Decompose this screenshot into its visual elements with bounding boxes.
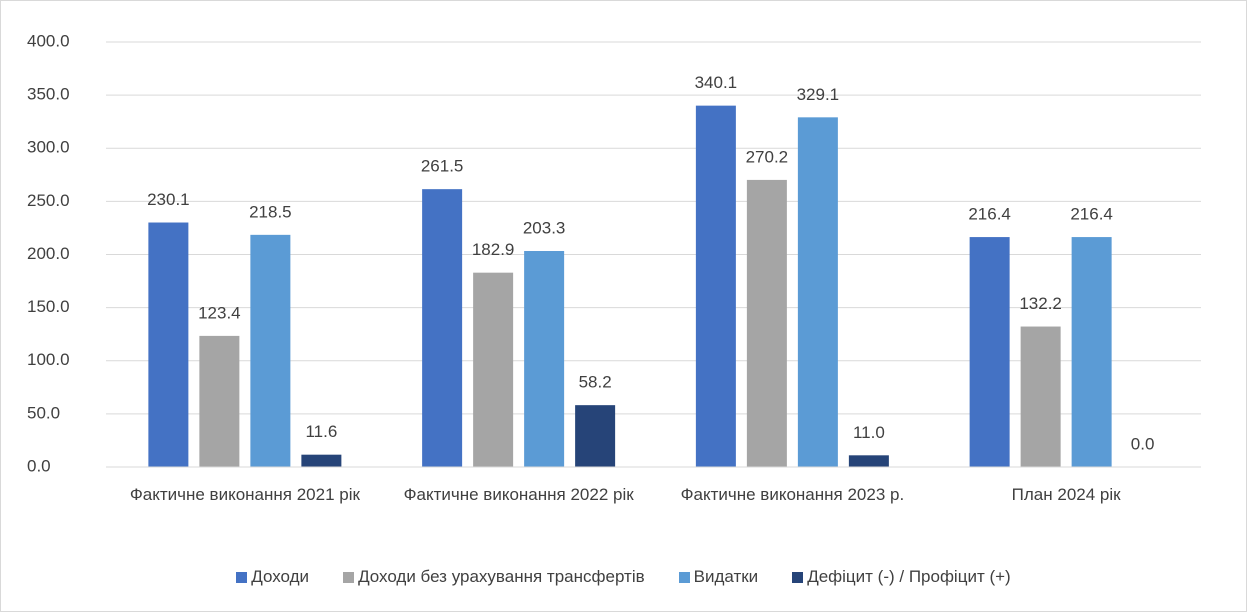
bar <box>797 117 838 468</box>
data-label: 11.0 <box>853 423 885 442</box>
data-label: 0.0 <box>1131 434 1155 453</box>
data-label: 182.9 <box>472 240 515 259</box>
bar <box>148 222 189 467</box>
legend-swatch <box>678 571 690 583</box>
x-tick-label: Фактичне виконання 2022 рік <box>403 485 634 504</box>
data-label: 58.2 <box>579 373 612 392</box>
legend-label: Доходи без урахування трансфертів <box>358 567 645 586</box>
legend-swatch <box>792 571 804 583</box>
bar <box>199 335 240 467</box>
bar <box>575 405 616 467</box>
bar <box>969 237 1010 467</box>
y-tick-label: 400.0 <box>27 31 70 50</box>
y-tick-label: 100.0 <box>27 350 70 369</box>
legend-swatch <box>236 571 248 583</box>
bar <box>1071 237 1112 467</box>
bar <box>695 105 736 468</box>
data-label: 340.1 <box>695 73 738 92</box>
y-tick-label: 50.0 <box>27 403 60 422</box>
data-label: 218.5 <box>249 202 292 221</box>
legend-item: Дефіцит (-) / Профіцит (+) <box>792 567 1011 587</box>
y-tick-label: 250.0 <box>27 191 70 210</box>
bar <box>524 250 565 467</box>
bar <box>250 234 291 467</box>
legend-item: Доходи без урахування трансфертів <box>343 567 645 587</box>
legend-label: Доходи <box>251 567 310 586</box>
data-label: 11.6 <box>305 422 337 441</box>
data-label: 261.5 <box>421 157 464 176</box>
bar <box>1020 326 1061 467</box>
data-label: 123.4 <box>198 303 241 322</box>
data-label: 132.2 <box>1019 294 1062 313</box>
bar <box>422 189 463 467</box>
y-tick-label: 0.0 <box>27 456 51 475</box>
legend-swatch <box>343 571 355 583</box>
data-label: 216.4 <box>968 205 1011 224</box>
data-label: 216.4 <box>1070 205 1113 224</box>
legend-item: Видатки <box>678 567 759 587</box>
bar <box>473 272 514 467</box>
data-label: 230.1 <box>147 190 190 209</box>
x-tick-label: План 2024 рік <box>1011 485 1121 504</box>
y-tick-label: 150.0 <box>27 297 70 316</box>
legend: Доходи Доходи без урахування трансфертів В… <box>1 567 1246 587</box>
legend-label: Дефіцит (-) / Профіцит (+) <box>807 567 1011 586</box>
y-tick-label: 200.0 <box>27 244 70 263</box>
data-label: 270.2 <box>746 147 789 166</box>
data-label: 203.3 <box>523 218 566 237</box>
data-label: 329.1 <box>797 85 840 104</box>
bar <box>301 454 342 467</box>
bar <box>848 455 889 467</box>
y-tick-label: 350.0 <box>27 85 70 104</box>
y-tick-label: 300.0 <box>27 138 70 157</box>
legend-item: Доходи <box>236 567 309 587</box>
x-tick-label: Фактичне виконання 2021 рік <box>129 485 360 504</box>
legend-label: Видатки <box>693 567 759 586</box>
x-tick-label: Фактичне виконання 2023 р. <box>680 485 905 504</box>
bar <box>746 179 787 467</box>
